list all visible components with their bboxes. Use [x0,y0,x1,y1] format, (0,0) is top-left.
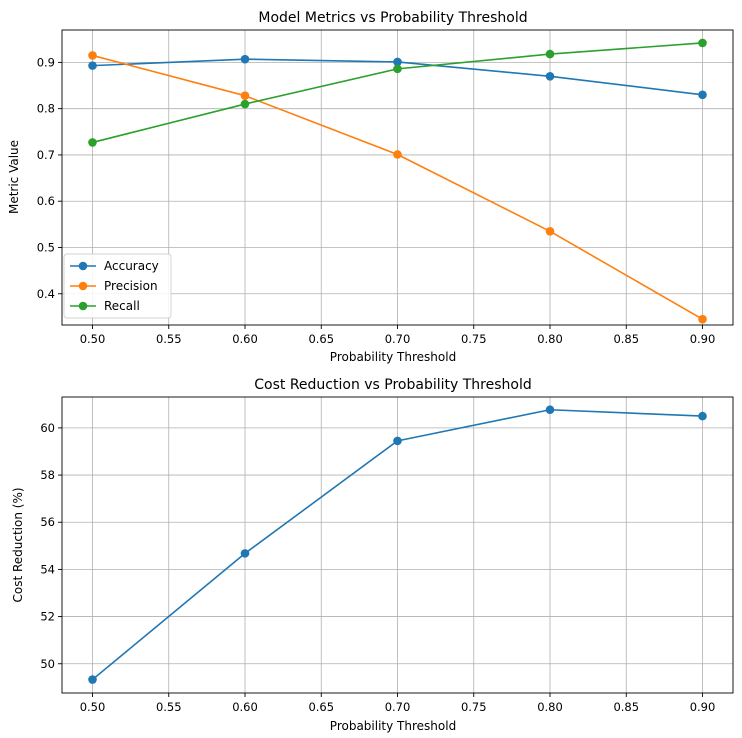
metrics-chart: Model Metrics vs Probability Threshold 0… [7,10,734,364]
metrics-chart-precision-point [240,91,250,101]
legend-box [63,253,172,319]
cost-reduction-chart-cost-reduction-point [698,411,707,421]
metrics-chart-precision-point [698,314,707,324]
cost-reduction-chart-xlabel: Probability Threshold [330,719,456,733]
cost-reduction-chart-cost-reduction-point [88,675,97,684]
cost-reduction-chart-x-tick-label: 0.75 [461,700,487,714]
metrics-chart-precision-point [88,51,97,60]
legend-entry-accuracy: Accuracy [70,259,159,273]
metrics-chart-precision-point [545,226,555,236]
cost-reduction-chart-x-tick-label: 0.80 [537,700,563,714]
metrics-chart-x-tick-label: 0.80 [537,332,563,346]
cost-reduction-chart-x-tick-label: 0.55 [156,700,182,714]
legend-precision-label: Precision [104,279,158,293]
cost-reduction-chart-y-tick-label: 50 [40,657,55,671]
metrics-chart-x-tick-label: 0.85 [613,332,639,346]
metrics-chart-legend: Accuracy Precision Recall [63,253,172,319]
cost-reduction-chart-cost-reduction-point [545,405,555,415]
cost-reduction-chart-cost-reduction-point [393,436,402,446]
metrics-chart-x-tick-label: 0.60 [232,332,258,346]
cost-reduction-chart-y-tick-label: 56 [40,515,55,529]
metrics-chart-xlabel: Probability Threshold [330,350,456,364]
metrics-chart-y-tick-label: 0.9 [37,55,55,69]
metrics-chart-y-tick-label: 0.6 [37,194,55,208]
metrics-chart-ylabel: Metric Value [7,140,21,214]
metrics-chart-y-tick-label: 0.5 [37,240,55,254]
metrics-chart-x-tick-label: 0.65 [308,332,334,346]
cost-reduction-chart-x-tick-label: 0.85 [613,700,639,714]
metrics-chart-recall-point [88,138,97,147]
metrics-chart-recall-point [698,38,707,48]
cost-reduction-chart-title: Cost Reduction vs Probability Threshold [254,377,532,393]
metrics-chart-x-tick-label: 0.55 [156,332,182,346]
metrics-chart-y-tick-label: 0.8 [37,102,55,116]
metrics-chart-accuracy-point [698,90,707,100]
metrics-chart-accuracy-point [240,54,250,64]
cost-reduction-chart-ylabel: Cost Reduction (%) [11,487,25,602]
cost-reduction-chart-y-tick-label: 54 [40,562,55,576]
metrics-chart-accuracy-point [88,61,97,70]
legend-precision-marker [78,281,88,291]
cost-reduction-chart-y-tick-label: 60 [40,421,55,435]
metrics-chart-frame [61,29,734,326]
metrics-chart-precision-point [393,150,402,159]
metrics-chart-recall-point [545,49,555,59]
metrics-chart-accuracy-point [393,57,402,67]
metrics-chart-y-tick-label: 0.4 [37,287,55,301]
cost-reduction-chart-y-tick-label: 52 [40,610,55,624]
legend-accuracy-marker [78,261,88,271]
legend-recall-marker [78,301,88,311]
metrics-chart-x-tick-label: 0.75 [461,332,487,346]
metrics-chart-title: Model Metrics vs Probability Threshold [258,10,527,26]
cost-reduction-chart-x-tick-label: 0.65 [308,700,334,714]
legend-accuracy-label: Accuracy [104,259,159,273]
cost-reduction-chart-frame [61,396,734,694]
metrics-chart-series [88,38,707,324]
cost-reduction-chart-y-tick-label: 58 [40,468,55,482]
cost-reduction-chart-series [88,405,707,684]
legend-recall-label: Recall [104,299,140,313]
metrics-chart-accuracy-point [545,71,555,81]
cost-reduction-chart-x-tick-label: 0.60 [232,700,258,714]
cost-reduction-chart-grid [62,397,733,693]
cost-reduction-chart-x-tick-label: 0.70 [385,700,411,714]
metrics-chart-x-tick-label: 0.70 [385,332,411,346]
metrics-chart-y-tick-label: 0.7 [37,148,55,162]
cost-reduction-chart-x-tick-label: 0.50 [80,700,106,714]
cost-reduction-chart-x-tick-label: 0.90 [690,700,716,714]
legend-entry-recall: Recall [70,299,140,313]
legend-entry-precision: Precision [70,279,158,293]
cost-reduction-chart-ticks: 0.50 0.55 0.60 0.65 0.70 0.75 0.80 0.85 0.90 50 52… [40,421,715,714]
metrics-chart-ticks: 0.50 0.55 0.60 0.65 0.70 0.75 0.80 0.85 0.90 0.4 0… [37,55,716,346]
metrics-chart-x-tick-label: 0.90 [690,332,716,346]
cost-reduction-chart: Cost Reduction vs Probability Threshold … [11,377,734,733]
metrics-chart-x-tick-label: 0.50 [80,332,106,346]
metrics-chart-recall-point [240,99,250,109]
cost-reduction-chart-cost-reduction-point [240,549,250,558]
metrics-chart-recall-point [393,64,402,74]
